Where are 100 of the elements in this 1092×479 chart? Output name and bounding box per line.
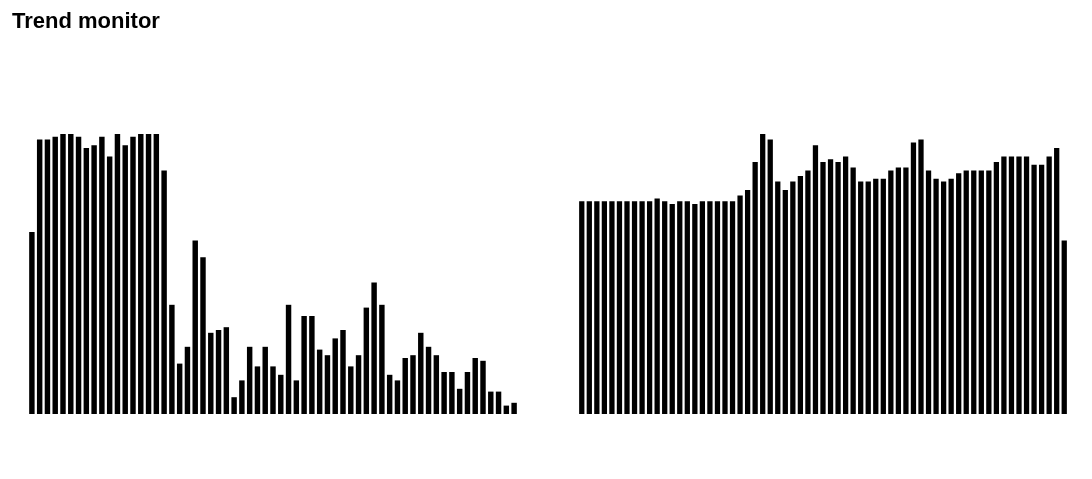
bar <box>895 167 902 414</box>
bar <box>684 201 690 414</box>
bar <box>145 134 152 414</box>
bar <box>1061 240 1067 414</box>
bar <box>586 201 592 414</box>
bar <box>948 178 954 414</box>
bar <box>114 134 121 414</box>
bar <box>340 330 346 414</box>
bar <box>986 170 992 414</box>
bar <box>488 391 494 414</box>
bar <box>75 136 82 414</box>
bar <box>371 282 377 414</box>
bar <box>68 134 74 414</box>
bar <box>316 349 323 414</box>
bar <box>782 190 788 414</box>
bar <box>858 181 864 414</box>
bar <box>246 346 253 414</box>
bar <box>805 170 811 414</box>
bar <box>993 162 1000 414</box>
bar <box>441 372 447 414</box>
bar <box>820 162 826 414</box>
bar <box>729 201 736 414</box>
bar <box>379 304 385 414</box>
bar <box>956 173 962 414</box>
bar <box>760 134 766 414</box>
bar <box>301 316 307 414</box>
bar <box>812 145 819 414</box>
bar <box>978 170 984 414</box>
bar <box>963 170 969 414</box>
bar <box>169 304 175 414</box>
bar <box>707 201 713 414</box>
bar <box>639 201 645 414</box>
bar <box>348 366 354 414</box>
bar <box>153 134 160 414</box>
bar <box>83 148 90 414</box>
bar <box>418 332 424 414</box>
bar <box>601 201 608 414</box>
bar <box>971 170 977 414</box>
bar <box>138 134 144 414</box>
bar <box>36 139 43 414</box>
bar <box>1023 156 1030 414</box>
bar <box>714 201 721 414</box>
bar <box>1038 164 1045 414</box>
bar <box>699 201 706 414</box>
bar <box>646 201 653 414</box>
bar <box>176 363 183 414</box>
bar <box>106 156 113 414</box>
bar <box>669 204 675 414</box>
bar <box>425 346 432 414</box>
bar <box>1001 156 1007 414</box>
bar <box>324 355 331 414</box>
bar <box>767 139 773 414</box>
bar <box>433 355 440 414</box>
bar <box>624 201 630 414</box>
bar <box>363 307 370 414</box>
bar <box>722 201 728 414</box>
bar <box>910 142 917 414</box>
bar <box>309 316 315 414</box>
bar <box>692 204 698 414</box>
bar <box>940 181 947 414</box>
bar <box>737 195 743 414</box>
bar <box>44 139 51 414</box>
bar <box>464 372 471 414</box>
bar <box>594 201 600 414</box>
bar <box>270 366 276 414</box>
bar <box>99 136 105 414</box>
bar <box>293 380 300 414</box>
chart-title: Trend monitor <box>12 8 161 34</box>
bar <box>1008 156 1015 414</box>
bar <box>903 167 909 414</box>
bar <box>1031 164 1037 414</box>
bar <box>662 201 668 414</box>
bar <box>60 134 66 414</box>
bar <box>386 374 393 414</box>
bar <box>208 332 214 414</box>
bar <box>29 232 35 414</box>
bar <box>355 355 362 414</box>
bar <box>254 366 261 414</box>
bar <box>262 346 268 414</box>
bar <box>654 198 660 414</box>
bar <box>410 355 416 414</box>
bar <box>1054 148 1060 414</box>
bar <box>456 388 463 414</box>
bar <box>184 346 191 414</box>
bar <box>285 304 292 414</box>
bar <box>215 330 222 414</box>
bar <box>223 327 230 414</box>
bar <box>631 201 638 414</box>
bar <box>842 156 849 414</box>
bar <box>790 181 796 414</box>
bar <box>449 372 455 414</box>
bar <box>239 380 245 414</box>
bar <box>579 201 585 414</box>
bar <box>925 170 932 414</box>
bar <box>161 170 167 414</box>
bar <box>1046 156 1052 414</box>
bar <box>1016 156 1022 414</box>
bar <box>827 159 834 414</box>
bar <box>472 358 478 414</box>
bar <box>752 162 758 414</box>
